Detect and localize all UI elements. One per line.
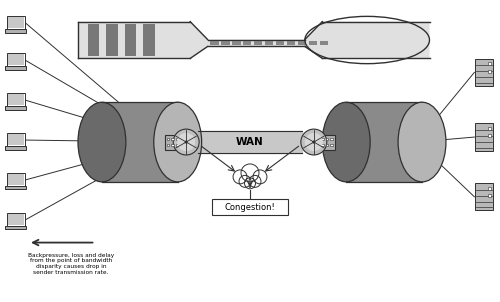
FancyBboxPatch shape [212,199,288,215]
FancyBboxPatch shape [164,135,186,149]
Text: Congestion!: Congestion! [224,203,276,212]
Polygon shape [8,94,24,105]
Text: Backpressure, loss and delay
from the point of bandwidth
disparity causes drop i: Backpressure, loss and delay from the po… [28,252,115,275]
Polygon shape [346,102,422,182]
Circle shape [249,175,261,187]
Circle shape [177,133,196,151]
Polygon shape [243,40,252,46]
Polygon shape [102,102,178,182]
Polygon shape [180,138,183,140]
Polygon shape [180,144,183,146]
Polygon shape [488,62,492,65]
Circle shape [244,178,256,189]
Polygon shape [176,138,178,140]
Polygon shape [6,133,25,146]
Polygon shape [316,144,319,146]
Polygon shape [321,144,324,146]
Polygon shape [176,144,178,146]
Polygon shape [330,138,332,140]
Polygon shape [5,146,26,149]
Ellipse shape [300,141,328,147]
Polygon shape [321,138,324,140]
Polygon shape [287,40,296,46]
Polygon shape [106,24,118,56]
Polygon shape [488,187,492,190]
Polygon shape [5,106,26,110]
Polygon shape [6,173,25,186]
Polygon shape [125,24,136,56]
Polygon shape [476,183,494,210]
Circle shape [304,133,323,151]
Polygon shape [276,40,284,46]
Polygon shape [88,24,100,56]
Polygon shape [488,127,492,130]
Ellipse shape [78,102,126,182]
Ellipse shape [172,141,201,147]
Polygon shape [320,40,328,46]
Polygon shape [488,70,492,72]
Circle shape [253,170,267,184]
Ellipse shape [322,102,370,182]
Polygon shape [5,29,26,33]
Circle shape [312,140,316,143]
Polygon shape [221,40,230,46]
Polygon shape [210,40,218,46]
Polygon shape [232,40,240,46]
Polygon shape [326,138,328,140]
Polygon shape [326,144,328,146]
Polygon shape [8,17,24,28]
Circle shape [233,170,247,184]
Polygon shape [5,226,26,229]
Polygon shape [298,40,306,46]
Polygon shape [6,213,25,226]
Circle shape [301,129,327,155]
Polygon shape [78,22,430,58]
Polygon shape [8,54,24,66]
Polygon shape [488,194,492,197]
Polygon shape [8,214,24,225]
Ellipse shape [154,102,202,182]
FancyBboxPatch shape [314,135,336,149]
Polygon shape [5,186,26,189]
Circle shape [239,175,251,187]
Polygon shape [6,53,25,66]
Polygon shape [330,144,332,146]
Polygon shape [8,134,24,145]
Circle shape [184,140,188,143]
Polygon shape [316,138,319,140]
Polygon shape [265,40,274,46]
Polygon shape [5,66,26,70]
Ellipse shape [398,102,446,182]
Polygon shape [476,124,494,151]
Circle shape [241,164,259,182]
Circle shape [173,129,199,155]
Polygon shape [6,16,25,29]
Polygon shape [172,138,174,140]
Polygon shape [144,24,155,56]
Polygon shape [6,93,25,106]
Polygon shape [172,144,174,146]
Polygon shape [488,134,492,137]
Polygon shape [309,40,318,46]
Polygon shape [167,144,170,146]
Polygon shape [8,174,24,185]
Polygon shape [254,40,262,46]
Polygon shape [167,138,170,140]
Polygon shape [476,59,494,86]
Text: WAN: WAN [236,137,264,147]
